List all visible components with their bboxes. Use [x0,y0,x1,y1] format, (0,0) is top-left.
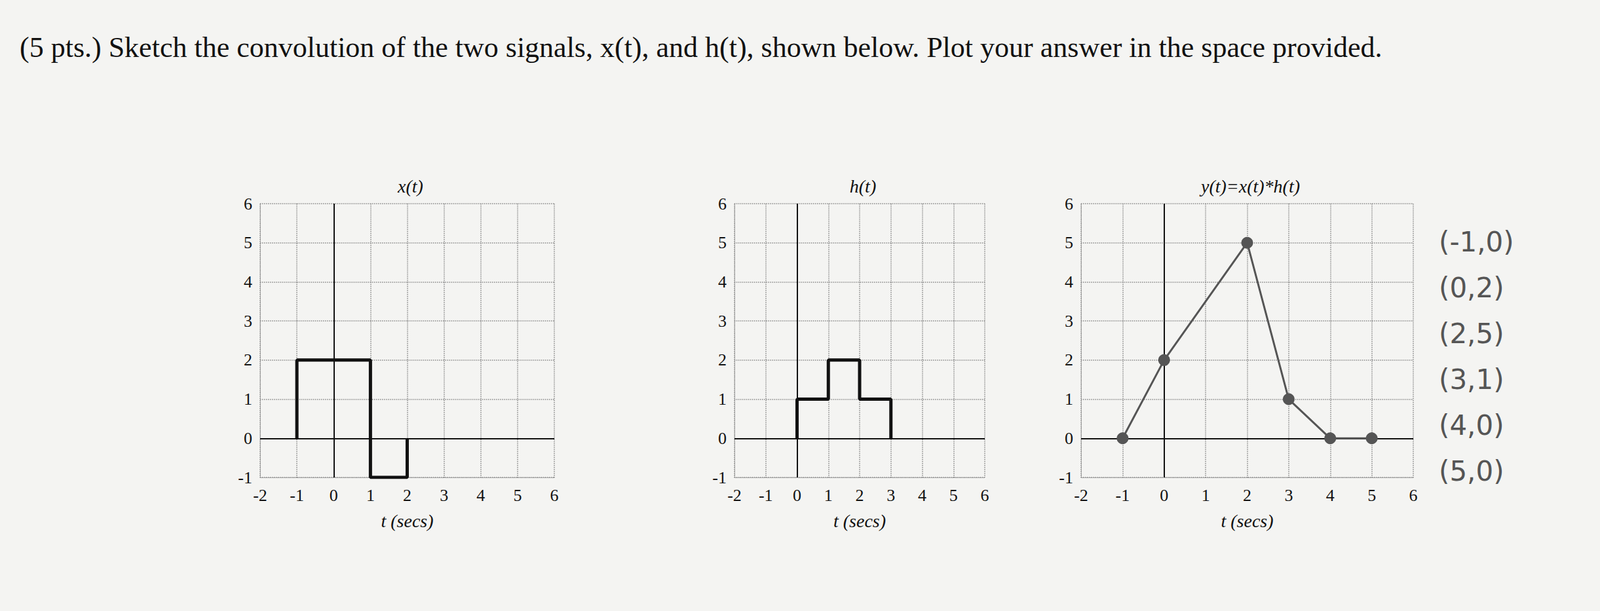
svg-text:y(t)=x(t)*h(t): y(t)=x(t)*h(t) [1199,176,1300,197]
svg-text:6: 6 [1064,194,1074,214]
svg-text:4: 4 [917,486,927,506]
svg-text:1: 1 [366,486,375,506]
svg-text:4: 4 [1064,272,1074,292]
svg-text:0: 0 [718,429,727,449]
svg-text:3: 3 [718,311,727,331]
svg-text:4: 4 [476,486,485,506]
html-text:(3,1): (3,1) [1438,363,1505,396]
svg-text:-1: -1 [1058,468,1074,488]
svg-text:-2: -2 [727,486,742,506]
svg-text:2: 2 [718,350,727,370]
html-text:(-1,0): (-1,0) [1438,226,1514,259]
svg-text:h(t): h(t) [849,176,877,197]
svg-text:2: 2 [1242,486,1252,506]
svg-text:-1: -1 [1115,486,1131,506]
svg-text:6: 6 [243,194,253,214]
svg-text:0: 0 [1064,429,1074,449]
svg-text:5: 5 [949,486,958,506]
svg-text:-1: -1 [712,468,727,488]
svg-text:2: 2 [243,350,253,370]
svg-text:3: 3 [439,486,449,506]
html-text:(5 pts.) Sketch the convolutio: (5 pts.) Sketch the convolution of the t… [19,31,1383,64]
svg-text:-1: -1 [758,486,774,506]
svg-text:6: 6 [980,486,990,506]
svg-text:3: 3 [1064,311,1074,331]
svg-text:2: 2 [1064,350,1074,370]
svg-text:3: 3 [1284,486,1293,506]
svg-text:5: 5 [243,233,253,253]
html-text:(0,2): (0,2) [1438,271,1505,305]
svg-text:1: 1 [243,389,253,409]
svg-text:-2: -2 [252,486,268,506]
svg-text:6: 6 [550,486,559,506]
svg-text:0: 0 [792,486,802,506]
svg-text:0: 0 [329,486,339,506]
html-text:(2,5): (2,5) [1438,317,1505,350]
svg-text:1: 1 [1064,389,1074,409]
svg-text:2: 2 [402,486,412,506]
svg-text:3: 3 [886,486,896,506]
svg-text:x(t): x(t) [397,176,424,197]
svg-text:t (secs): t (secs) [833,511,886,532]
html-text:(5,0): (5,0) [1438,455,1505,488]
svg-text:2: 2 [855,486,865,506]
svg-text:1: 1 [718,389,727,409]
svg-text:4: 4 [243,272,253,292]
svg-text:6: 6 [718,194,727,214]
svg-text:5: 5 [1367,486,1376,506]
svg-text:4: 4 [1326,486,1335,506]
svg-text:1: 1 [824,486,833,506]
svg-text:t (secs): t (secs) [1220,511,1274,532]
svg-text:1: 1 [1201,486,1211,506]
svg-text:4: 4 [718,272,727,292]
svg-text:5: 5 [513,486,522,506]
svg-text:3: 3 [243,311,253,331]
svg-text:0: 0 [243,429,253,449]
svg-text:5: 5 [718,233,727,253]
svg-text:-2: -2 [1073,486,1089,506]
svg-text:t (secs): t (secs) [380,511,434,532]
svg-text:6: 6 [1409,486,1418,506]
html-text:(4,0): (4,0) [1438,409,1505,442]
svg-text:5: 5 [1064,233,1074,253]
svg-text:-1: -1 [289,486,305,506]
svg-text:-1: -1 [237,468,253,488]
svg-text:0: 0 [1159,486,1169,506]
